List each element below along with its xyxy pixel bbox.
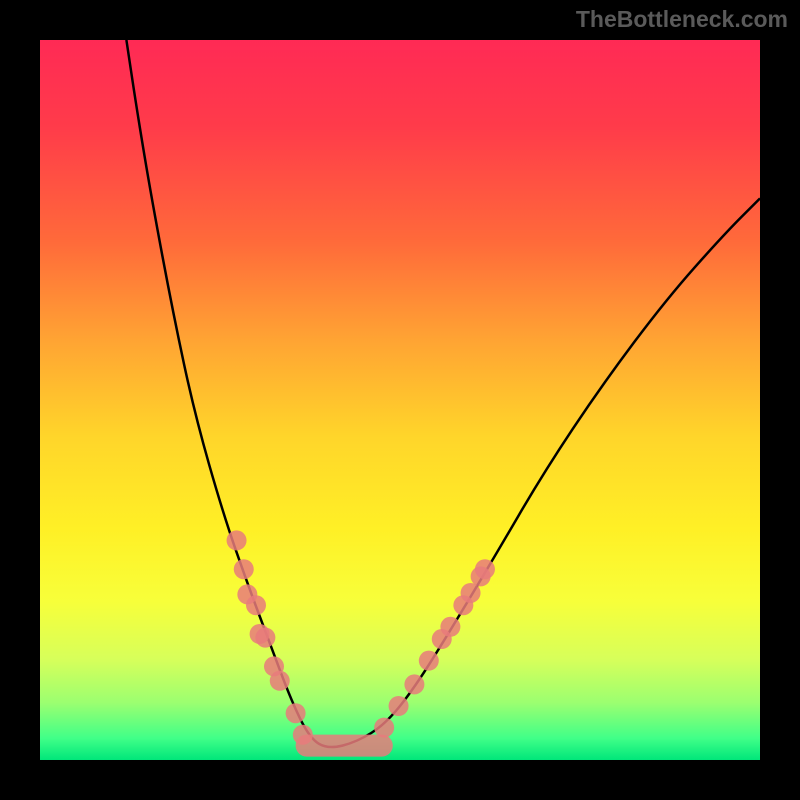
marker-dot [293, 725, 313, 745]
bottleneck-chart [0, 0, 800, 800]
marker-dot [475, 559, 495, 579]
marker-dot [227, 530, 247, 550]
marker-dot [374, 718, 394, 738]
marker-dot [440, 617, 460, 637]
marker-dot [461, 583, 481, 603]
marker-dot [270, 671, 290, 691]
marker-dot [419, 651, 439, 671]
marker-dot [404, 674, 424, 694]
marker-dot [255, 628, 275, 648]
gradient-background [40, 40, 760, 760]
marker-dot [234, 559, 254, 579]
watermark-text: TheBottleneck.com [576, 6, 788, 33]
marker-dot [246, 595, 266, 615]
marker-dot [286, 703, 306, 723]
marker-dot [389, 696, 409, 716]
